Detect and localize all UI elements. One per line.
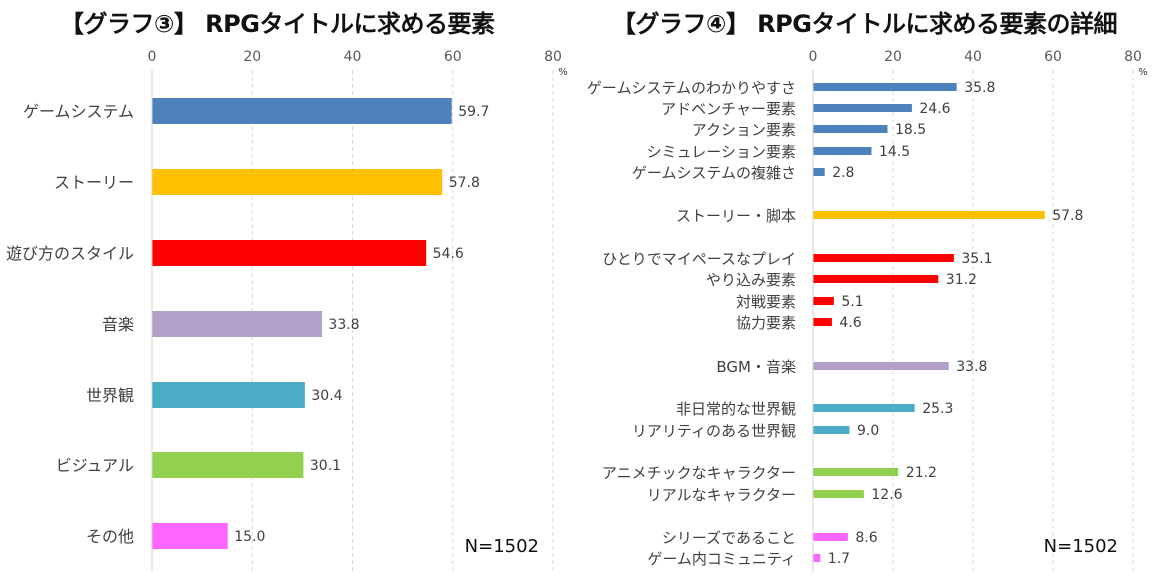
- right-category-label: シリーズであること: [662, 529, 796, 547]
- right-bar: [813, 404, 915, 412]
- left-category-label: 遊び方のスタイル: [6, 244, 134, 263]
- right-data-label: 25.3: [922, 401, 953, 417]
- right-bar: [813, 468, 899, 476]
- right-data-label: 31.2: [946, 272, 977, 288]
- right-bar: [813, 297, 834, 305]
- left-bar: [152, 98, 452, 124]
- right-data-label: 21.2: [906, 465, 937, 481]
- right-category-label: アドベンチャー要素: [661, 100, 796, 118]
- chart-left: 0 20 40 60 80% ゲームシステム 59.7 ストーリー 57.8 遊び方のスタイル 54…: [6, 49, 568, 572]
- right-bar: [813, 211, 1045, 219]
- left-bar: [152, 169, 443, 195]
- right-bar: [813, 554, 821, 562]
- right-data-label: 8.6: [855, 530, 877, 546]
- right-data-label: 5.1: [841, 294, 863, 310]
- right-tick-label: 40: [964, 49, 982, 65]
- right-category-label: リアルなキャラクター: [647, 486, 796, 504]
- left-bar: [152, 523, 228, 549]
- right-category-label: ゲームシステムの複雑さ: [632, 164, 796, 182]
- left-category-label: ビジュアル: [56, 456, 134, 475]
- right-bar: [813, 490, 864, 498]
- right-category-label: 協力要素: [736, 314, 796, 332]
- left-category-label: ストーリー: [54, 173, 134, 192]
- right-data-label: 4.6: [839, 315, 861, 331]
- left-category-label: その他: [86, 527, 134, 546]
- right-tick-label: 80: [1124, 49, 1142, 65]
- left-bar: [152, 382, 305, 408]
- right-bar: [813, 104, 912, 112]
- right-unit-label: %: [1138, 67, 1148, 78]
- left-data-label: 59.7: [458, 104, 489, 120]
- left-category-label: 世界観: [86, 386, 134, 405]
- right-category-label: やり込み要素: [706, 271, 796, 289]
- right-data-label: 24.6: [919, 101, 950, 117]
- right-category-label: ひとりでマイペースなプレイ: [602, 250, 796, 268]
- left-tick-label: 20: [243, 49, 261, 65]
- right-bar: [813, 125, 888, 133]
- right-category-label: 非日常的な世界観: [676, 400, 796, 418]
- right-bar: [813, 426, 850, 434]
- right-category-label: アニメチックなキャラクター: [602, 464, 796, 482]
- left-tick-label: 80: [544, 49, 562, 65]
- left-data-label: 54.6: [433, 246, 464, 262]
- right-bar: [813, 318, 832, 326]
- right-data-label: 9.0: [857, 423, 879, 439]
- left-data-label: 30.1: [310, 458, 341, 474]
- right-data-label: 35.1: [961, 251, 992, 267]
- left-data-label: 15.0: [234, 529, 265, 545]
- right-category-label: ゲーム内コミュニティ: [647, 550, 796, 568]
- left-bar: [152, 452, 304, 478]
- chart-title-left: 【グラフ③】 RPGタイトルに求める要素: [60, 10, 495, 38]
- right-sample-size: N=1502: [1044, 536, 1118, 557]
- right-data-label: 2.8: [832, 165, 854, 181]
- left-tick-label: 0: [148, 49, 157, 65]
- left-category-label: 音楽: [102, 315, 134, 334]
- left-tick-label: 60: [444, 49, 462, 65]
- right-category-label: アクション要素: [692, 121, 796, 139]
- right-bar: [813, 275, 939, 283]
- right-category-label: リアリティのある世界観: [632, 422, 796, 440]
- right-category-label: ストーリー・脚本: [676, 207, 796, 225]
- right-data-label: 18.5: [895, 122, 926, 138]
- right-bar: [813, 147, 872, 155]
- right-bar: [813, 362, 949, 370]
- chart-title-right: 【グラフ④】 RPGタイトルに求める要素の詳細: [612, 10, 1117, 38]
- left-tick-label: 40: [344, 49, 362, 65]
- right-data-label: 35.8: [964, 80, 995, 96]
- right-data-label: 33.8: [956, 359, 987, 375]
- right-category-label: BGM・音楽: [716, 358, 796, 376]
- right-category-label: ゲームシステムのわかりやすさ: [587, 79, 796, 97]
- right-category-label: シミュレーション要素: [647, 143, 796, 161]
- right-tick-label: 60: [1044, 49, 1062, 65]
- left-sample-size: N=1502: [465, 536, 539, 557]
- right-tick-label: 0: [809, 49, 818, 65]
- left-data-label: 30.4: [311, 388, 342, 404]
- right-bar: [813, 168, 825, 176]
- right-data-label: 57.8: [1052, 208, 1083, 224]
- right-data-label: 14.5: [879, 144, 910, 160]
- left-data-label: 57.8: [449, 175, 480, 191]
- left-data-label: 33.8: [328, 317, 359, 333]
- right-data-label: 12.6: [871, 487, 902, 503]
- left-bar: [152, 240, 427, 266]
- left-category-label: ゲームシステム: [23, 102, 134, 121]
- right-tick-label: 20: [884, 49, 902, 65]
- right-bar: [813, 83, 957, 91]
- left-bar: [152, 311, 322, 337]
- right-category-label: 対戦要素: [736, 293, 796, 311]
- right-bar: [813, 533, 848, 541]
- left-unit-label: %: [558, 67, 568, 78]
- right-bar: [813, 254, 954, 262]
- right-data-label: 1.7: [828, 551, 850, 567]
